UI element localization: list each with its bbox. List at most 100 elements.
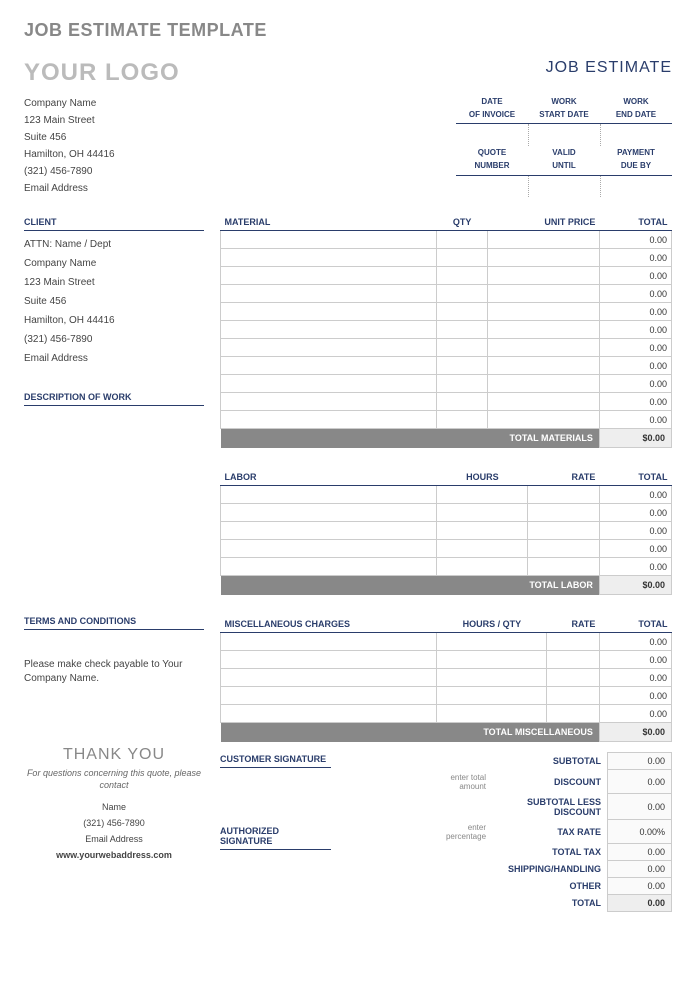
row-total: 0.00 [599, 540, 671, 558]
table-cell[interactable] [221, 375, 437, 393]
table-cell[interactable] [437, 357, 487, 375]
table-cell[interactable] [437, 375, 487, 393]
table-cell[interactable] [221, 411, 437, 429]
table-cell[interactable] [437, 267, 487, 285]
total-value: $0.00 [599, 576, 671, 595]
table-cell[interactable] [437, 558, 528, 576]
table-cell[interactable] [487, 357, 599, 375]
table-cell[interactable] [221, 267, 437, 285]
table-cell[interactable] [221, 705, 437, 723]
table-cell[interactable] [221, 687, 437, 705]
meta-cell[interactable] [600, 175, 672, 197]
table-cell[interactable] [221, 558, 437, 576]
meta-h: OF INVOICE [456, 108, 528, 124]
row-total: 0.00 [599, 357, 671, 375]
table-cell[interactable] [221, 540, 437, 558]
table-cell[interactable] [221, 504, 437, 522]
table-cell[interactable] [528, 558, 599, 576]
table-cell[interactable] [547, 633, 600, 651]
sum-val[interactable]: 0.00% [608, 820, 672, 844]
table-cell[interactable] [437, 540, 528, 558]
table-cell[interactable] [487, 375, 599, 393]
row-total: 0.00 [599, 249, 671, 267]
table-cell[interactable] [437, 285, 487, 303]
sum-val[interactable]: 0.00 [608, 861, 672, 878]
th: MISCELLANEOUS CHARGES [221, 613, 437, 633]
contact-web: www.yourwebaddress.com [24, 847, 204, 863]
table-cell[interactable] [487, 411, 599, 429]
row-total: 0.00 [599, 393, 671, 411]
table-cell[interactable] [528, 522, 599, 540]
table-cell[interactable] [221, 339, 437, 357]
table-cell[interactable] [487, 339, 599, 357]
meta-h: QUOTE [456, 146, 528, 159]
meta-h: UNTIL [528, 159, 600, 175]
table-cell[interactable] [437, 504, 528, 522]
meta-cell[interactable] [456, 124, 528, 146]
table-cell[interactable] [487, 231, 599, 249]
meta-h: VALID [528, 146, 600, 159]
table-cell[interactable] [221, 231, 437, 249]
table-cell[interactable] [547, 687, 600, 705]
table-cell[interactable] [221, 669, 437, 687]
table-cell[interactable] [221, 357, 437, 375]
table-cell[interactable] [221, 321, 437, 339]
table-cell[interactable] [437, 411, 487, 429]
table-cell[interactable] [437, 393, 487, 411]
thank-you: THANK YOU [24, 746, 204, 764]
summary-table: SUBTOTAL0.00 enter total amountDISCOUNT0… [432, 752, 672, 912]
table-cell[interactable] [437, 633, 547, 651]
company-block: Company Name 123 Main Street Suite 456 H… [24, 95, 115, 197]
table-cell[interactable] [437, 522, 528, 540]
sum-val[interactable]: 0.00 [608, 770, 672, 794]
sum-val[interactable]: 0.00 [608, 878, 672, 895]
table-cell[interactable] [437, 705, 547, 723]
row-total: 0.00 [599, 504, 671, 522]
table-cell[interactable] [437, 651, 547, 669]
meta-cell[interactable] [528, 124, 600, 146]
table-cell[interactable] [437, 231, 487, 249]
table-cell[interactable] [221, 285, 437, 303]
client-name: Company Name [24, 254, 204, 273]
table-cell[interactable] [437, 687, 547, 705]
table-cell[interactable] [437, 249, 487, 267]
table-cell[interactable] [437, 339, 487, 357]
sum-val: 0.00 [608, 794, 672, 820]
table-cell[interactable] [437, 669, 547, 687]
meta-h: START DATE [528, 108, 600, 124]
th: RATE [547, 613, 600, 633]
company-city: Hamilton, OH 44416 [24, 146, 115, 163]
table-cell[interactable] [547, 669, 600, 687]
table-cell[interactable] [221, 249, 437, 267]
contact-email: Email Address [24, 831, 204, 847]
table-cell[interactable] [487, 393, 599, 411]
client-head: CLIENT [24, 211, 204, 231]
table-cell[interactable] [221, 633, 437, 651]
table-cell[interactable] [221, 486, 437, 504]
table-cell[interactable] [221, 303, 437, 321]
table-cell[interactable] [221, 522, 437, 540]
table-cell[interactable] [487, 303, 599, 321]
table-cell[interactable] [547, 651, 600, 669]
table-cell[interactable] [487, 285, 599, 303]
meta-cell[interactable] [600, 124, 672, 146]
table-cell[interactable] [528, 486, 599, 504]
table-cell[interactable] [221, 393, 437, 411]
row-total: 0.00 [599, 339, 671, 357]
table-cell[interactable] [487, 267, 599, 285]
table-cell[interactable] [547, 705, 600, 723]
table-cell[interactable] [528, 540, 599, 558]
meta-cell[interactable] [528, 175, 600, 197]
client-email: Email Address [24, 349, 204, 368]
table-cell[interactable] [437, 303, 487, 321]
table-cell[interactable] [487, 321, 599, 339]
table-cell[interactable] [487, 249, 599, 267]
row-total: 0.00 [599, 687, 671, 705]
total-value: $0.00 [599, 723, 671, 742]
table-cell[interactable] [437, 321, 487, 339]
table-cell[interactable] [528, 504, 599, 522]
meta-cell[interactable] [456, 175, 528, 197]
table-cell[interactable] [437, 486, 528, 504]
table-cell[interactable] [221, 651, 437, 669]
company-name: Company Name [24, 95, 115, 112]
